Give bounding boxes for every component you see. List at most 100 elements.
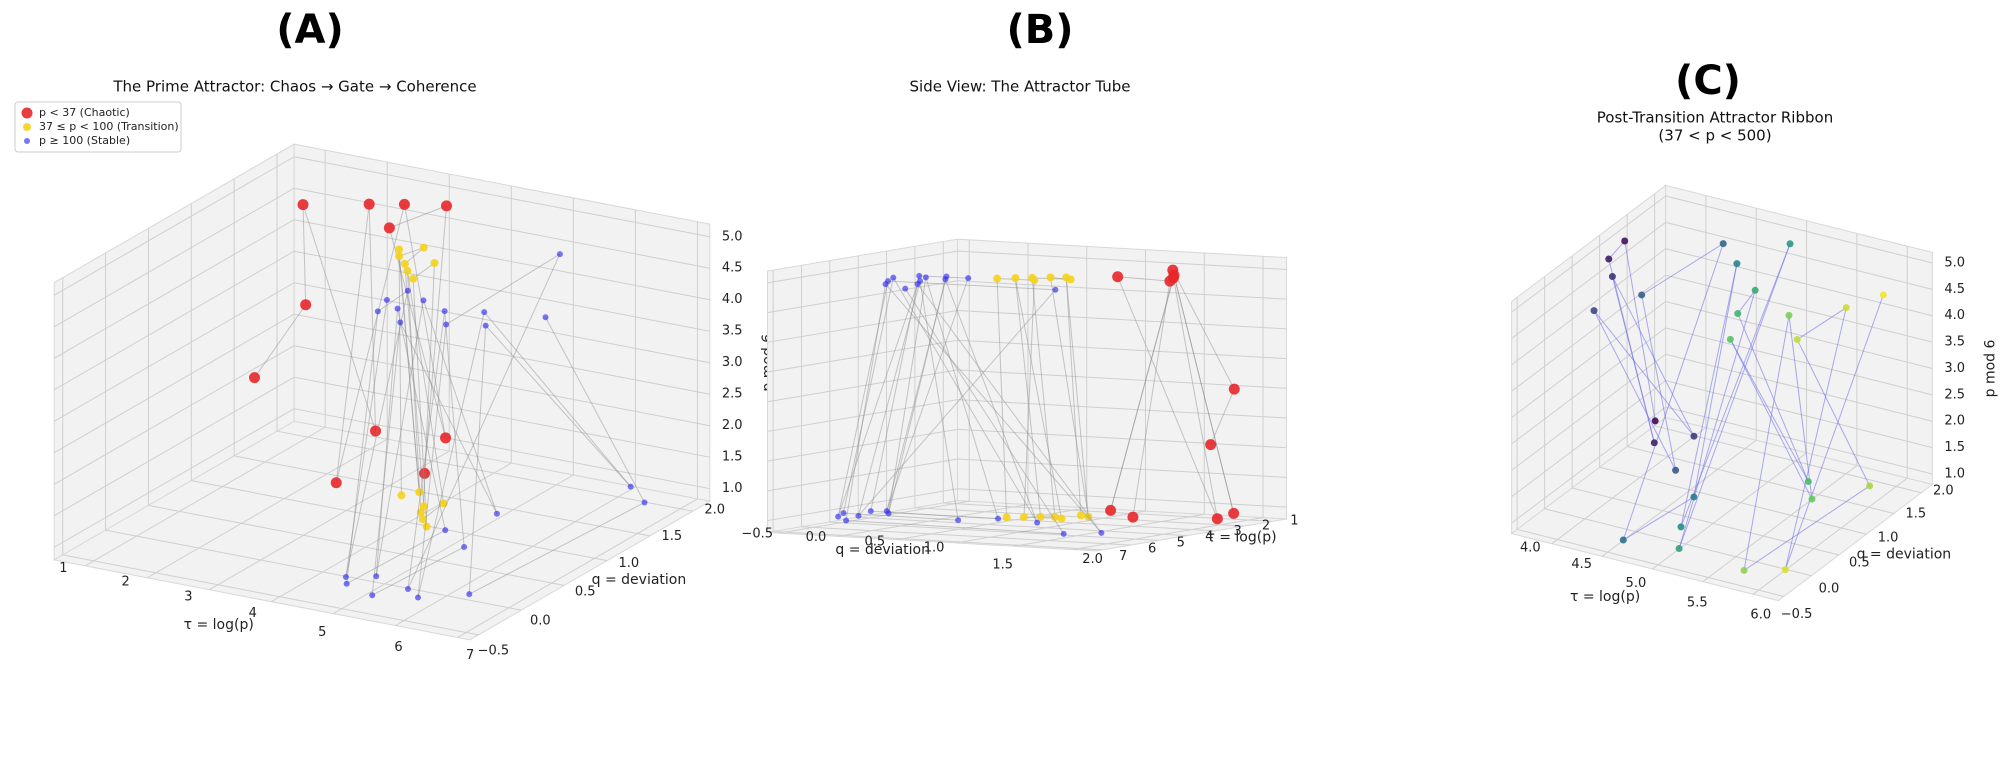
z-tick-label: 2.5 [1944,387,1965,402]
data-point [1781,566,1789,574]
trajectory-link [422,262,436,520]
data-point [1034,519,1041,526]
y-tick-label: 1.5 [661,529,682,544]
data-point [995,515,1002,522]
y-tick-label: 0.5 [865,534,886,549]
x-tick-label: 7 [1119,549,1127,564]
data-point [1211,513,1223,525]
data-point [383,296,390,303]
legend-label: p ≥ 100 (Stable) [39,134,130,147]
trajectory-link [254,304,307,378]
grid-line [1627,446,1894,515]
trajectory-link [424,205,448,474]
grid-line [957,458,1287,478]
subplot: 4.0 4.5 5.0 5.5 6.0 −0.5 0.0 0.5 1.0 1.5 2.0 1.0 1.5… [1510,58,1998,622]
y-tick-label: 1.5 [992,557,1013,572]
y-tick-label: 0.0 [1819,581,1840,596]
legend-marker [21,107,33,119]
trajectory-link [1172,277,1218,519]
trajectory-link [445,253,561,325]
grid-line [1511,248,1666,366]
trajectory-link [404,247,425,265]
trajectory-link [345,290,409,578]
data-point [1605,255,1613,263]
data-point [403,266,412,275]
trajectory-link [1729,339,1809,482]
x-tick-label: 6 [394,640,402,655]
trajectory-link [412,278,428,527]
data-point [466,591,473,598]
data-point [641,499,648,506]
y-tick-label: 2.0 [1082,552,1103,567]
data-point [409,274,418,283]
data-point [461,543,468,550]
trajectory-link [1622,243,1724,541]
trajectory-link [1608,240,1626,260]
data-point [1842,304,1850,312]
grid-line [1551,427,1707,545]
y-tick-label: 0.5 [575,584,596,599]
data-point [1786,240,1794,248]
x-tick-label: 5 [318,625,326,640]
grid-line [294,313,710,395]
data-point [415,488,424,497]
grid-line [234,455,650,537]
data-point [397,491,406,500]
grid-line [957,428,1287,449]
data-point [1060,530,1067,537]
trajectory-link [422,503,444,520]
y-axis-label: q = deviation [835,542,930,558]
data-point [1164,275,1176,287]
trajectory-link [1031,277,1056,518]
data-point [1734,310,1742,318]
grid-line [955,510,1146,544]
grid-line [1517,528,1784,597]
grid-line [1665,353,1933,422]
data-point [1638,291,1646,299]
grid-line [62,554,479,636]
trajectory-link [1014,278,1063,519]
grid-line [957,309,1287,330]
z-tick-label: 1.5 [1944,440,1965,455]
z-tick-label: 1.0 [1944,466,1965,481]
subplot-title: The Prime Attractor: Chaos → Gate → Cohe… [112,78,476,96]
trajectory-link [917,283,1102,534]
data-point [370,425,382,437]
data-point [855,512,862,519]
data-point [369,592,376,599]
data-point [955,517,962,524]
trajectory-link [1641,294,1677,471]
trajectory-link [389,205,447,229]
trajectory-link [886,277,969,512]
data-point [441,200,453,212]
trajectory-link [406,270,422,513]
trajectory-link [335,204,405,483]
trajectory-link [837,280,889,517]
data-point [373,573,380,580]
data-point [1050,513,1059,522]
panel-label: (B) [1006,7,1073,53]
subplot: 1 2 3 4 5 6 7 −0.5 0.0 0.5 1.0 1.5 2.0 1.0 1.5 2.0 2.5 3.… [14,7,776,663]
subplot: 1 2 3 4 5 6 7 −0.5 0.0 0.5 1.0 1.5 2.0 τ = log(p) q = … [741,7,1298,572]
data-point [1719,240,1727,248]
data-point [1621,237,1629,245]
grid-line [801,526,1131,546]
trajectory-link [468,325,487,595]
grid-line [767,339,958,373]
data-point [1619,536,1627,544]
z-tick-label: 3.5 [722,324,743,339]
grid-line [767,309,958,343]
trajectory-link [1796,307,1847,340]
trajectory-link [407,253,561,590]
panel-label: (A) [276,7,344,53]
data-point [440,432,452,444]
grid-line [1665,327,1933,396]
data-point [439,499,448,508]
trajectory-link [1784,294,1884,570]
y-tick-label: −0.5 [1781,607,1813,622]
trajectory-link [888,279,946,514]
y-tick-label: −0.5 [741,526,773,541]
y-tick-label: 0.5 [1849,556,1870,571]
trajectory-link [444,311,465,548]
